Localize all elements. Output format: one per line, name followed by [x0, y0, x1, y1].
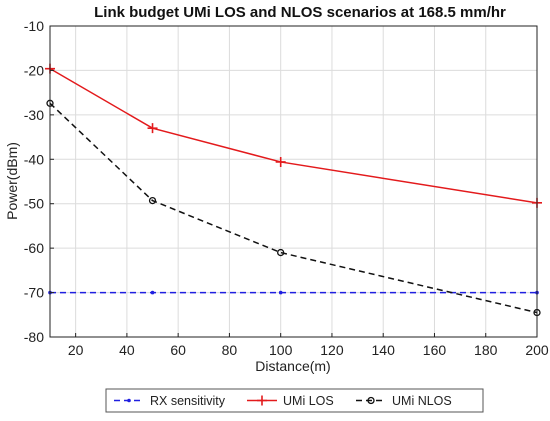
legend-marker: [367, 396, 375, 405]
legend-label: UMi LOS: [283, 394, 334, 408]
y-tick-label: -70: [24, 285, 44, 301]
x-tick-label: 120: [320, 342, 344, 358]
legend-marker: [127, 398, 131, 403]
data-point: [147, 123, 158, 134]
data-point: [277, 248, 285, 257]
x-tick-label: 200: [525, 342, 549, 358]
y-tick-label: -50: [24, 196, 44, 212]
data-point: [275, 156, 286, 167]
y-tick-label: -20: [24, 62, 44, 78]
legend-label: RX sensitivity: [150, 394, 226, 408]
grid: [50, 25, 538, 338]
y-tick-label: -10: [24, 18, 44, 34]
legend: RX sensitivity UMi LOS UMi NLOS: [105, 388, 484, 413]
x-tick-label: 80: [222, 342, 238, 358]
y-tick-label: -80: [24, 329, 44, 345]
x-axis-label: Distance(m): [255, 358, 330, 374]
chart-title: Link budget UMi LOS and NLOS scenarios a…: [94, 4, 506, 21]
series-umi-los: [45, 63, 542, 208]
ticks: 20 40 60 80 100 120 140 160 180 200 -10 -20 -30 -40 -5…: [24, 18, 549, 358]
x-tick-label: 180: [474, 342, 498, 358]
legend-box: [105, 388, 484, 413]
x-tick-label: 140: [372, 342, 396, 358]
legend-label: UMi NLOS: [392, 394, 452, 408]
y-tick-label: -30: [24, 107, 44, 123]
series-line: [49, 68, 538, 204]
data-point: [150, 290, 155, 295]
x-tick-label: 40: [119, 342, 135, 358]
series-umi-nlos: [46, 99, 541, 317]
series-rx-sensitivity: [48, 290, 539, 295]
y-tick-label: -60: [24, 240, 44, 256]
x-tick-label: 100: [269, 342, 293, 358]
plot-frame: [49, 25, 538, 338]
data-point: [148, 196, 157, 205]
series-layer: [45, 63, 542, 317]
data-point: [278, 290, 283, 295]
x-tick-label: 60: [170, 342, 186, 358]
series-line: [49, 102, 538, 314]
y-axis-label: Power(dBm): [4, 142, 20, 220]
x-tick-label: 160: [423, 342, 447, 358]
legend-marker: [257, 395, 267, 406]
x-tick-label: 20: [68, 342, 84, 358]
y-tick-label: -40: [24, 151, 44, 167]
